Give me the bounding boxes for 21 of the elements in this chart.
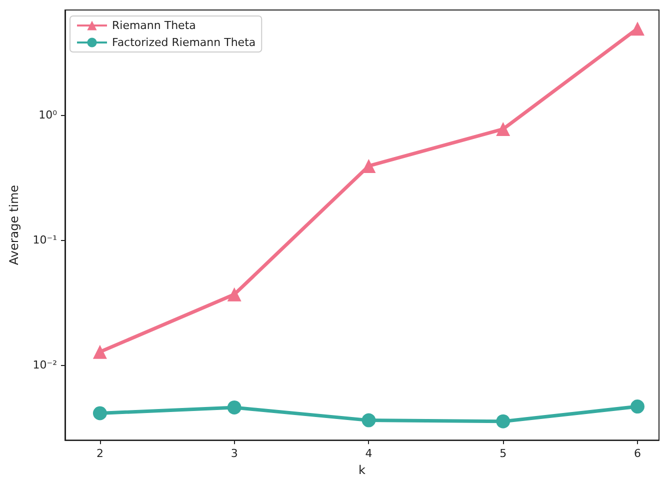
x-tick-label: 2 (96, 447, 104, 460)
point (92, 406, 107, 420)
y-tick-label: 10⁻¹ (32, 233, 57, 246)
point (496, 122, 510, 136)
y-tick-label: 10⁰ (38, 108, 58, 122)
point (227, 287, 242, 302)
legend-label: Factorized Riemann Theta (112, 36, 256, 49)
x-tick-label: 4 (365, 447, 372, 460)
x-tick-label: 3 (230, 447, 238, 460)
point (227, 400, 242, 414)
y-axis-title: Average time (7, 184, 21, 266)
point (362, 413, 376, 428)
x-tick-label: 6 (634, 447, 641, 460)
x-tick-label: 5 (500, 447, 507, 460)
point (630, 22, 644, 36)
point (92, 344, 107, 359)
x-axis-title: k (358, 463, 366, 477)
legend-label: Riemann Theta (112, 19, 196, 32)
point (630, 400, 644, 414)
point (496, 414, 510, 428)
y-tick-label: 10⁻² (32, 358, 57, 372)
